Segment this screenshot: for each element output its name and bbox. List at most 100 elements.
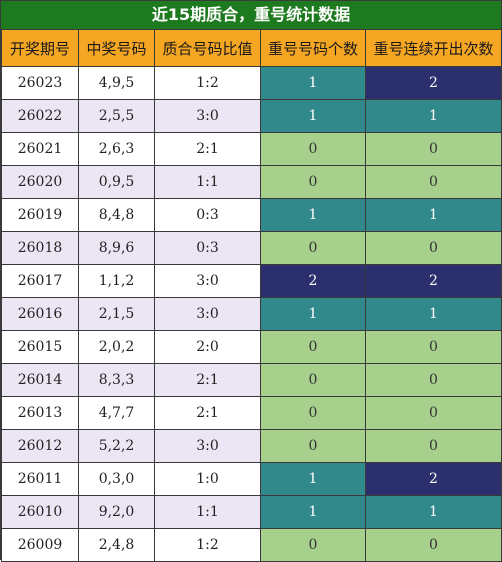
issue-cell: 26017 bbox=[1, 264, 79, 298]
repeat-streak-cell: 0 bbox=[365, 396, 502, 430]
ratio-cell: 1:0 bbox=[154, 462, 261, 496]
table-row: 26022 2,5,5 3:0 1 1 bbox=[1, 99, 502, 133]
header-issue: 开奖期号 bbox=[1, 29, 79, 67]
number-cell: 4,7,7 bbox=[78, 396, 155, 430]
issue-cell: 26016 bbox=[1, 297, 79, 331]
issue-cell: 26012 bbox=[1, 429, 79, 463]
header-ratio: 质合号码比值 bbox=[154, 29, 261, 67]
number-cell: 9,2,0 bbox=[78, 495, 155, 529]
issue-cell: 26019 bbox=[1, 198, 79, 232]
issue-cell: 26009 bbox=[1, 528, 79, 562]
ratio-cell: 2:1 bbox=[154, 363, 261, 397]
table-row: 26014 8,3,3 2:1 0 0 bbox=[1, 363, 502, 397]
number-cell: 1,1,2 bbox=[78, 264, 155, 298]
repeat-streak-cell: 0 bbox=[365, 165, 502, 199]
repeat-streak-cell: 1 bbox=[365, 198, 502, 232]
table-row: 26019 8,4,8 0:3 1 1 bbox=[1, 198, 502, 232]
ratio-cell: 3:0 bbox=[154, 297, 261, 331]
ratio-cell: 3:0 bbox=[154, 264, 261, 298]
table-row: 26017 1,1,2 3:0 2 2 bbox=[1, 264, 502, 298]
header-repeat-count: 重号号码个数 bbox=[260, 29, 366, 67]
table-row: 26016 2,1,5 3:0 1 1 bbox=[1, 297, 502, 331]
repeat-count-cell: 0 bbox=[260, 330, 366, 364]
table-row: 26012 5,2,2 3:0 0 0 bbox=[1, 429, 502, 463]
repeat-streak-cell: 1 bbox=[365, 99, 502, 133]
number-cell: 4,9,5 bbox=[78, 66, 155, 100]
ratio-cell: 1:2 bbox=[154, 66, 261, 100]
table-body: 26023 4,9,5 1:2 1 2 26022 2,5,5 3:0 1 1 26021 2,6,3… bbox=[1, 66, 502, 562]
issue-cell: 26014 bbox=[1, 363, 79, 397]
table-row: 26009 2,4,8 1:2 0 0 bbox=[1, 528, 502, 562]
repeat-streak-cell: 2 bbox=[365, 462, 502, 496]
ratio-cell: 3:0 bbox=[154, 429, 261, 463]
repeat-count-cell: 1 bbox=[260, 495, 366, 529]
repeat-count-cell: 0 bbox=[260, 165, 366, 199]
table-row: 26010 9,2,0 1:1 1 1 bbox=[1, 495, 502, 529]
repeat-streak-cell: 0 bbox=[365, 363, 502, 397]
repeat-count-cell: 0 bbox=[260, 429, 366, 463]
table-row: 26021 2,6,3 2:1 0 0 bbox=[1, 132, 502, 166]
issue-cell: 26010 bbox=[1, 495, 79, 529]
ratio-cell: 0:3 bbox=[154, 231, 261, 265]
repeat-count-cell: 0 bbox=[260, 231, 366, 265]
header-row: 开奖期号 中奖号码 质合号码比值 重号号码个数 重号连续开出次数 bbox=[1, 29, 502, 67]
repeat-streak-cell: 1 bbox=[365, 297, 502, 331]
repeat-streak-cell: 0 bbox=[365, 132, 502, 166]
issue-cell: 26011 bbox=[1, 462, 79, 496]
number-cell: 2,1,5 bbox=[78, 297, 155, 331]
repeat-count-cell: 2 bbox=[260, 264, 366, 298]
issue-cell: 26023 bbox=[1, 66, 79, 100]
table-row: 26015 2,0,2 2:0 0 0 bbox=[1, 330, 502, 364]
repeat-count-cell: 1 bbox=[260, 462, 366, 496]
issue-cell: 26022 bbox=[1, 99, 79, 133]
number-cell: 2,0,2 bbox=[78, 330, 155, 364]
number-cell: 2,5,5 bbox=[78, 99, 155, 133]
repeat-count-cell: 1 bbox=[260, 198, 366, 232]
table-row: 26023 4,9,5 1:2 1 2 bbox=[1, 66, 502, 100]
repeat-count-cell: 1 bbox=[260, 99, 366, 133]
repeat-streak-cell: 0 bbox=[365, 330, 502, 364]
number-cell: 5,2,2 bbox=[78, 429, 155, 463]
repeat-count-cell: 1 bbox=[260, 297, 366, 331]
stats-table: 开奖期号 中奖号码 质合号码比值 重号号码个数 重号连续开出次数 26023 4,… bbox=[1, 29, 502, 562]
repeat-count-cell: 1 bbox=[260, 66, 366, 100]
ratio-cell: 0:3 bbox=[154, 198, 261, 232]
number-cell: 2,6,3 bbox=[78, 132, 155, 166]
repeat-streak-cell: 0 bbox=[365, 528, 502, 562]
number-cell: 8,9,6 bbox=[78, 231, 155, 265]
repeat-count-cell: 0 bbox=[260, 363, 366, 397]
number-cell: 2,4,8 bbox=[78, 528, 155, 562]
table-row: 26013 4,7,7 2:1 0 0 bbox=[1, 396, 502, 430]
table-row: 26018 8,9,6 0:3 0 0 bbox=[1, 231, 502, 265]
ratio-cell: 2:1 bbox=[154, 396, 261, 430]
repeat-streak-cell: 2 bbox=[365, 264, 502, 298]
issue-cell: 26021 bbox=[1, 132, 79, 166]
repeat-count-cell: 0 bbox=[260, 132, 366, 166]
issue-cell: 26018 bbox=[1, 231, 79, 265]
ratio-cell: 2:0 bbox=[154, 330, 261, 364]
repeat-streak-cell: 1 bbox=[365, 495, 502, 529]
repeat-streak-cell: 2 bbox=[365, 66, 502, 100]
ratio-cell: 2:1 bbox=[154, 132, 261, 166]
ratio-cell: 1:1 bbox=[154, 495, 261, 529]
issue-cell: 26020 bbox=[1, 165, 79, 199]
table-title: 近15期质合，重号统计数据 bbox=[1, 1, 501, 29]
number-cell: 8,3,3 bbox=[78, 363, 155, 397]
header-number: 中奖号码 bbox=[78, 29, 155, 67]
number-cell: 0,3,0 bbox=[78, 462, 155, 496]
table-row: 26020 0,9,5 1:1 0 0 bbox=[1, 165, 502, 199]
ratio-cell: 1:2 bbox=[154, 528, 261, 562]
number-cell: 8,4,8 bbox=[78, 198, 155, 232]
header-repeat-streak: 重号连续开出次数 bbox=[365, 29, 502, 67]
repeat-count-cell: 0 bbox=[260, 528, 366, 562]
number-cell: 0,9,5 bbox=[78, 165, 155, 199]
issue-cell: 26015 bbox=[1, 330, 79, 364]
issue-cell: 26013 bbox=[1, 396, 79, 430]
table-row: 26011 0,3,0 1:0 1 2 bbox=[1, 462, 502, 496]
ratio-cell: 1:1 bbox=[154, 165, 261, 199]
repeat-streak-cell: 0 bbox=[365, 231, 502, 265]
repeat-count-cell: 0 bbox=[260, 396, 366, 430]
ratio-cell: 3:0 bbox=[154, 99, 261, 133]
repeat-streak-cell: 0 bbox=[365, 429, 502, 463]
